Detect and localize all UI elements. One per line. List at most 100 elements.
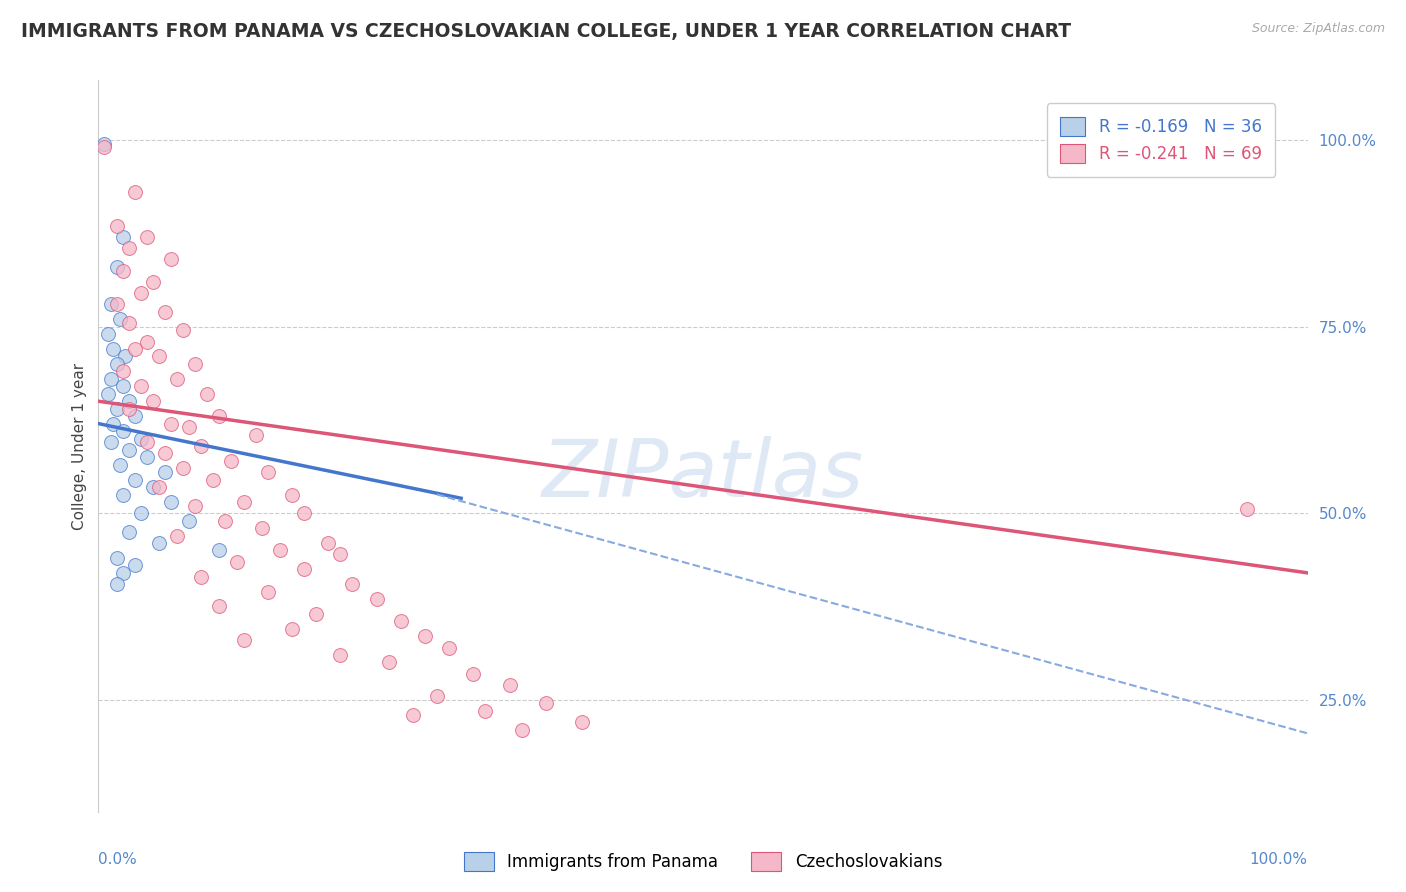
Point bbox=[118, 524, 141, 539]
Point bbox=[93, 140, 115, 154]
Point bbox=[153, 446, 176, 460]
Point bbox=[202, 473, 225, 487]
Point bbox=[148, 480, 170, 494]
Point bbox=[571, 715, 593, 730]
Point bbox=[179, 514, 201, 528]
Point bbox=[129, 506, 152, 520]
Point bbox=[105, 219, 128, 233]
Point bbox=[124, 473, 146, 487]
Point bbox=[142, 394, 165, 409]
Point bbox=[160, 417, 183, 431]
Point bbox=[108, 458, 131, 472]
Point bbox=[124, 342, 146, 356]
Point bbox=[208, 599, 231, 614]
Point bbox=[269, 543, 291, 558]
Point bbox=[195, 386, 218, 401]
Point bbox=[129, 379, 152, 393]
Point bbox=[214, 514, 236, 528]
Point bbox=[135, 334, 157, 349]
Point bbox=[153, 304, 176, 318]
Point bbox=[148, 350, 170, 364]
Point bbox=[184, 357, 207, 371]
Text: 100.0%: 100.0% bbox=[1250, 852, 1308, 867]
Point bbox=[105, 260, 128, 274]
Text: ZIPatlas: ZIPatlas bbox=[541, 436, 865, 515]
Point bbox=[426, 689, 449, 703]
Point bbox=[118, 241, 141, 255]
Point bbox=[256, 465, 278, 479]
Text: 0.0%: 0.0% bbox=[98, 852, 138, 867]
Point bbox=[413, 629, 436, 643]
Point bbox=[172, 323, 194, 337]
Point bbox=[118, 394, 141, 409]
Point bbox=[221, 454, 243, 468]
Point bbox=[190, 439, 212, 453]
Legend: Immigrants from Panama, Czechoslovakians: Immigrants from Panama, Czechoslovakians bbox=[456, 843, 950, 880]
Point bbox=[105, 577, 128, 591]
Point bbox=[105, 297, 128, 311]
Point bbox=[256, 584, 278, 599]
Point bbox=[111, 566, 134, 580]
Text: Source: ZipAtlas.com: Source: ZipAtlas.com bbox=[1251, 22, 1385, 36]
Point bbox=[160, 252, 183, 267]
Text: IMMIGRANTS FROM PANAMA VS CZECHOSLOVAKIAN COLLEGE, UNDER 1 YEAR CORRELATION CHAR: IMMIGRANTS FROM PANAMA VS CZECHOSLOVAKIA… bbox=[21, 22, 1071, 41]
Point bbox=[160, 495, 183, 509]
Point bbox=[463, 666, 485, 681]
Point bbox=[281, 487, 304, 501]
Point bbox=[292, 562, 315, 576]
Y-axis label: College, Under 1 year: College, Under 1 year bbox=[72, 362, 87, 530]
Point bbox=[124, 186, 146, 200]
Point bbox=[111, 487, 134, 501]
Point bbox=[190, 569, 212, 583]
Point bbox=[111, 379, 134, 393]
Point bbox=[184, 499, 207, 513]
Point bbox=[97, 386, 120, 401]
Point bbox=[1236, 502, 1258, 516]
Point bbox=[101, 342, 124, 356]
Point bbox=[129, 432, 152, 446]
Point bbox=[93, 136, 115, 151]
Point bbox=[118, 316, 141, 330]
Point bbox=[118, 442, 141, 457]
Point bbox=[179, 420, 201, 434]
Point bbox=[105, 551, 128, 566]
Point bbox=[124, 409, 146, 424]
Point bbox=[135, 230, 157, 244]
Point bbox=[105, 357, 128, 371]
Point bbox=[245, 427, 267, 442]
Point bbox=[129, 285, 152, 300]
Point bbox=[437, 640, 460, 655]
Point bbox=[142, 480, 165, 494]
Point bbox=[118, 401, 141, 416]
Point bbox=[474, 704, 496, 718]
Point bbox=[208, 409, 231, 424]
Point bbox=[153, 465, 176, 479]
Point bbox=[232, 495, 254, 509]
Point bbox=[342, 577, 364, 591]
Point bbox=[510, 723, 533, 737]
Point bbox=[305, 607, 328, 621]
Point bbox=[111, 263, 134, 277]
Point bbox=[114, 350, 136, 364]
Point bbox=[135, 435, 157, 450]
Point bbox=[208, 543, 231, 558]
Point bbox=[105, 401, 128, 416]
Point bbox=[534, 697, 557, 711]
Point bbox=[148, 536, 170, 550]
Point bbox=[135, 450, 157, 465]
Point bbox=[292, 506, 315, 520]
Point bbox=[366, 592, 388, 607]
Point bbox=[124, 558, 146, 573]
Point bbox=[111, 424, 134, 438]
Point bbox=[389, 615, 412, 629]
Point bbox=[402, 707, 425, 722]
Point bbox=[142, 275, 165, 289]
Point bbox=[316, 536, 339, 550]
Point bbox=[111, 230, 134, 244]
Point bbox=[166, 372, 188, 386]
Point bbox=[97, 326, 120, 341]
Point bbox=[250, 521, 273, 535]
Point bbox=[100, 297, 122, 311]
Legend: R = -0.169   N = 36, R = -0.241   N = 69: R = -0.169 N = 36, R = -0.241 N = 69 bbox=[1047, 103, 1275, 177]
Point bbox=[226, 555, 249, 569]
